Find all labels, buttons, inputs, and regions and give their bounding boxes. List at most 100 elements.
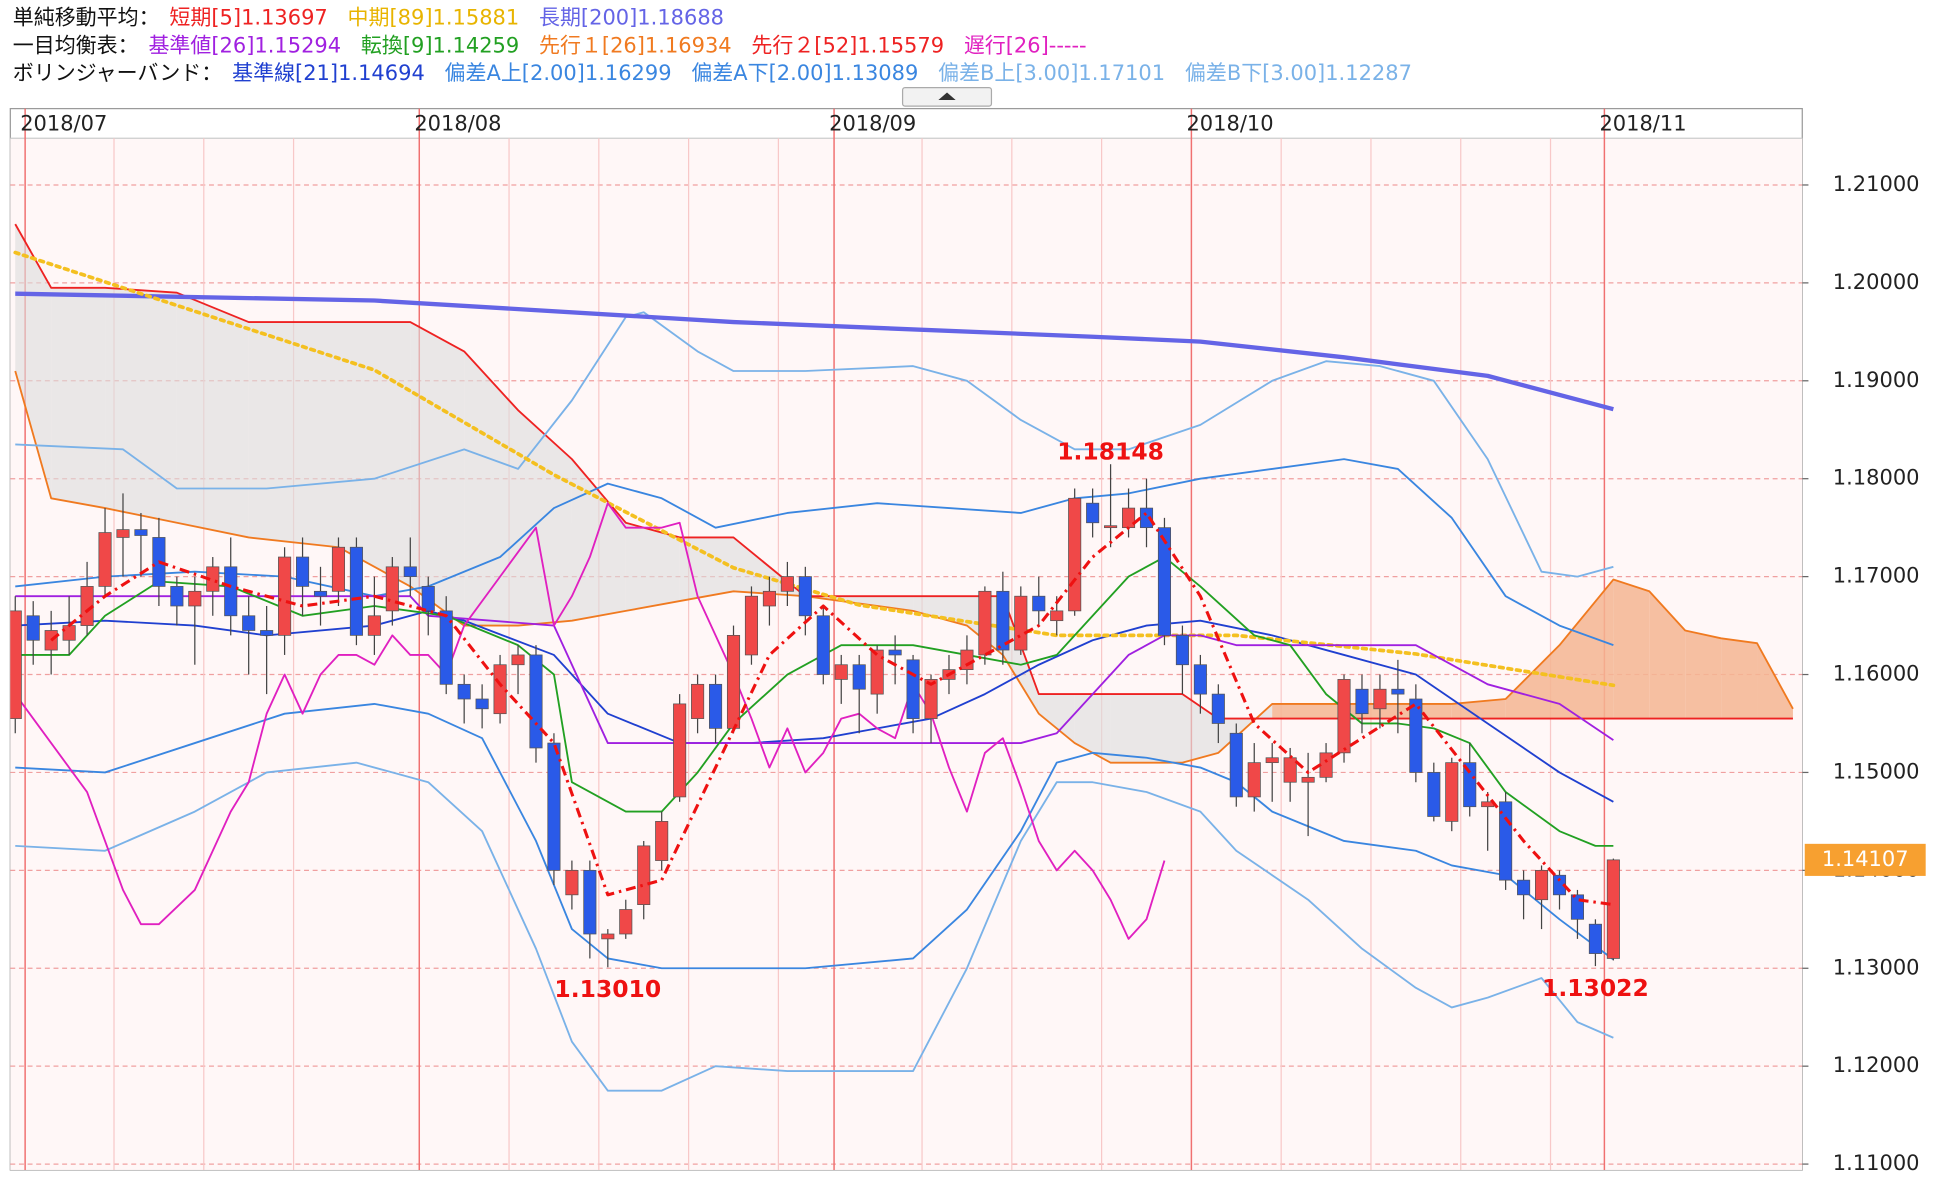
legend-entry: 転換[9]1.14259 bbox=[361, 33, 519, 57]
cloud-fill bbox=[248, 322, 339, 548]
y-tick-label: 1.12000 bbox=[1833, 1053, 1920, 1077]
candle-body bbox=[816, 615, 830, 675]
candle-body bbox=[637, 845, 651, 905]
candle-body bbox=[1265, 757, 1279, 764]
candle-body bbox=[655, 821, 669, 861]
indicator-line bbox=[15, 595, 1614, 744]
candle-body bbox=[996, 590, 1010, 651]
cloud-fill bbox=[410, 322, 465, 626]
candle-body bbox=[1570, 894, 1584, 920]
cloud-fill bbox=[1110, 694, 1183, 763]
candle-body bbox=[296, 556, 310, 587]
cloud-fill bbox=[338, 322, 411, 587]
candle-body bbox=[457, 683, 471, 700]
candle-body bbox=[1355, 688, 1369, 715]
indicator-line bbox=[15, 761, 1614, 1092]
legend-entry: 長期[200]1.18688 bbox=[539, 6, 724, 30]
candle-body bbox=[98, 532, 112, 587]
legend-entry: 中期[89]1.15881 bbox=[348, 6, 520, 30]
collapse-toggle[interactable] bbox=[901, 87, 993, 107]
candle-body bbox=[1445, 762, 1459, 822]
candle-body bbox=[475, 698, 489, 710]
candle-body bbox=[349, 546, 363, 636]
indicator-line bbox=[15, 702, 1614, 970]
candle-body bbox=[673, 703, 687, 798]
legend-entry: 基準値[26]1.15294 bbox=[148, 33, 341, 57]
candle-body bbox=[1409, 698, 1423, 773]
candle-body bbox=[170, 586, 184, 607]
x-tick-label: 2018/07 bbox=[20, 112, 107, 136]
cloud-fill bbox=[176, 292, 249, 538]
y-tick-label: 1.19000 bbox=[1833, 368, 1920, 392]
x-tick-label: 2018/08 bbox=[414, 112, 501, 136]
candle-body bbox=[906, 659, 920, 719]
candle-body bbox=[1337, 679, 1351, 754]
legend-entry: 先行１[26]1.16934 bbox=[539, 33, 732, 57]
cloud-fill bbox=[1613, 579, 1650, 719]
candle-body bbox=[1193, 664, 1207, 695]
candle-body bbox=[960, 649, 974, 671]
candle-body bbox=[1283, 757, 1297, 783]
indicator-line bbox=[15, 291, 1614, 412]
candle-body bbox=[439, 610, 453, 685]
candle-body bbox=[1175, 634, 1189, 666]
x-tick-label: 2018/09 bbox=[829, 112, 916, 136]
candle-body bbox=[924, 679, 938, 719]
candle-body bbox=[313, 590, 328, 597]
candle-body bbox=[1086, 502, 1100, 524]
x-tick-label: 2018/11 bbox=[1599, 112, 1686, 136]
candle-body bbox=[583, 869, 597, 935]
candle-body bbox=[1535, 869, 1549, 901]
candle-body bbox=[529, 654, 543, 749]
legend-heading: 一目均衡表： bbox=[13, 33, 139, 57]
candle-body bbox=[26, 615, 40, 641]
candle-body bbox=[691, 683, 705, 719]
candle-body bbox=[116, 529, 130, 538]
candle-body bbox=[1157, 527, 1172, 636]
indicator-line bbox=[13, 250, 1616, 688]
candle-body bbox=[726, 634, 741, 729]
candle-body bbox=[1104, 525, 1118, 529]
legend-entry: 基準線[21]1.14694 bbox=[232, 61, 425, 85]
candle-body bbox=[134, 529, 148, 536]
candle-body bbox=[1068, 497, 1082, 612]
x-tick-label: 2018/10 bbox=[1186, 112, 1273, 136]
y-tick-label: 1.16000 bbox=[1833, 662, 1920, 686]
cloud-fill bbox=[1649, 591, 1686, 719]
candle-body bbox=[1427, 772, 1441, 817]
candle-body bbox=[798, 576, 812, 617]
candle-body bbox=[1373, 688, 1387, 710]
toggle-arrow bbox=[938, 92, 956, 100]
candle-body bbox=[1122, 507, 1136, 529]
cloud-fill bbox=[464, 351, 519, 626]
candle-body bbox=[780, 576, 794, 592]
candle-body bbox=[403, 566, 417, 577]
y-tick-label: 1.20000 bbox=[1833, 270, 1920, 294]
legend-entry: 先行２[52]1.15579 bbox=[751, 33, 944, 57]
candle-body bbox=[619, 909, 633, 935]
y-tick-label: 1.13000 bbox=[1833, 955, 1920, 979]
y-tick-label: 1.21000 bbox=[1833, 172, 1920, 196]
candle-body bbox=[1606, 859, 1620, 959]
candle-body bbox=[1319, 752, 1333, 778]
legend-heading: 単純移動平均： bbox=[13, 6, 160, 30]
candle-body bbox=[709, 683, 723, 729]
y-tick-label: 1.11000 bbox=[1833, 1151, 1920, 1175]
cloud-fill bbox=[105, 287, 177, 523]
candle-body bbox=[1301, 776, 1315, 783]
legend-entry: 偏差B上[3.00]1.17101 bbox=[938, 61, 1165, 85]
candle-body bbox=[852, 664, 866, 690]
candle-body bbox=[278, 556, 292, 636]
price-tag bbox=[1804, 843, 1926, 876]
candle-body bbox=[888, 649, 902, 656]
candle-body bbox=[1463, 762, 1477, 808]
plot-area bbox=[10, 138, 1803, 1170]
candle-body bbox=[978, 590, 992, 656]
legend-entry: 遅行[26]----- bbox=[964, 33, 1087, 57]
candle-body bbox=[385, 566, 399, 612]
candle-body bbox=[331, 546, 346, 592]
legend-heading: ボリンジャーバンド： bbox=[13, 61, 222, 85]
cloud-fill bbox=[518, 410, 572, 626]
cloud-fill bbox=[1559, 579, 1614, 719]
candle-body bbox=[547, 742, 561, 871]
